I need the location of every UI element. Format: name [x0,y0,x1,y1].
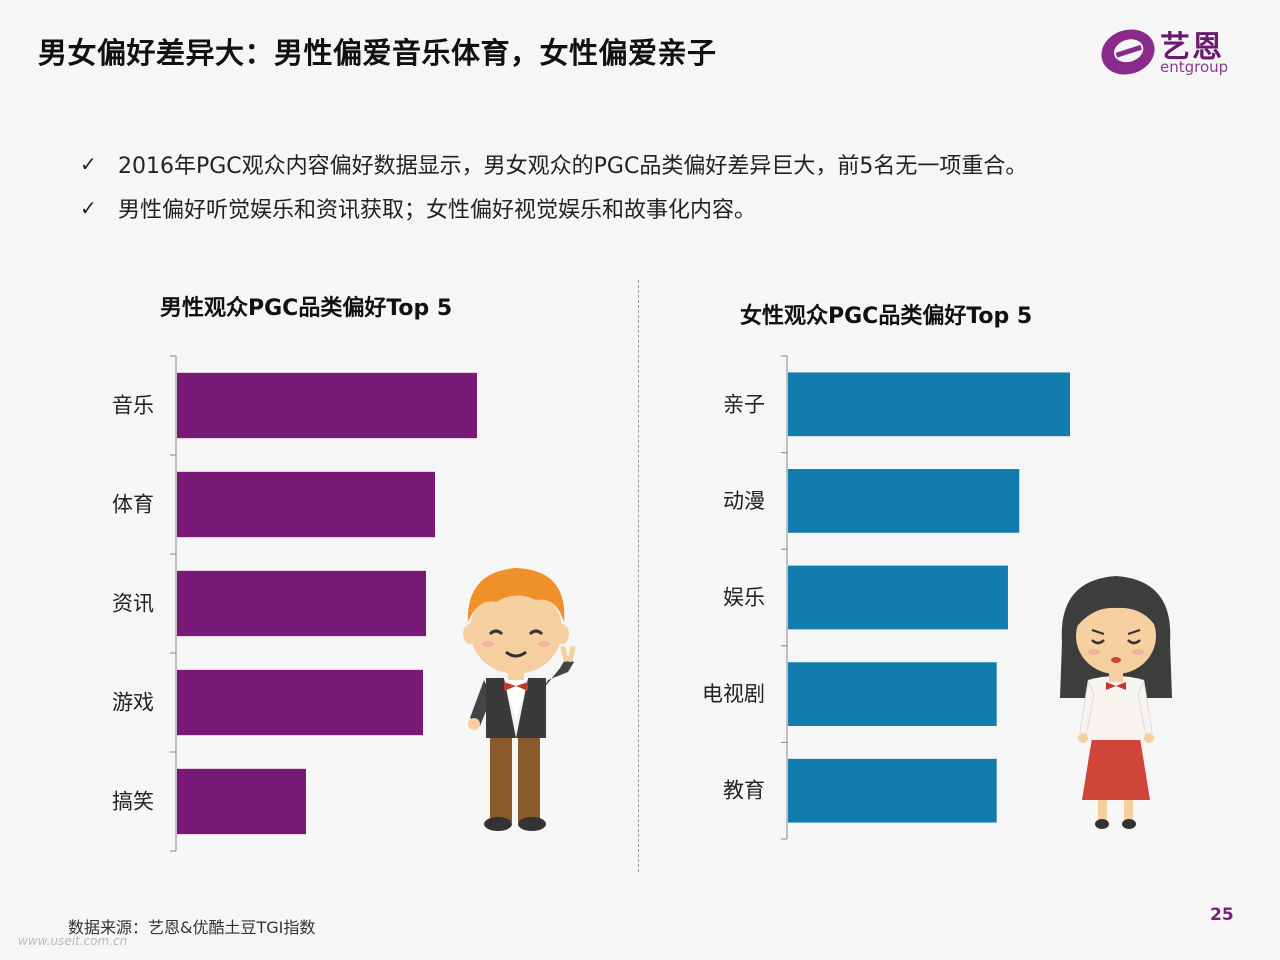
bullet-item: ✓ 男性偏好听觉娱乐和资讯获取；女性偏好视觉娱乐和故事化内容。 [80,186,1027,230]
page-number: 25 [1210,905,1234,925]
bar-5 [177,768,306,835]
category-label: 音乐 [112,394,154,418]
bullet-item: ✓ 2016年PGC观众内容偏好数据显示，男女观众的PGC品类偏好差异巨大，前5… [80,142,1027,186]
male-chart-title: 男性观众PGC品类偏好Top 5 [160,296,453,321]
bar-5 [788,758,997,823]
logo-english-text: entgroup [1160,58,1229,76]
bar-2 [177,471,435,538]
bar-1 [788,372,1070,437]
bar-3 [788,565,1008,630]
category-label: 体育 [112,493,154,517]
logo-e-icon [1101,29,1155,75]
bar-2 [788,469,1020,533]
bullet-text: 男性偏好听觉娱乐和资讯获取；女性偏好视觉娱乐和故事化内容。 [118,198,757,223]
category-label: 游戏 [112,691,154,715]
category-label: 资讯 [112,592,154,616]
bullet-text: 2016年PGC观众内容偏好数据显示，男女观众的PGC品类偏好差异巨大，前5名无… [118,154,1028,179]
category-label: 电视剧 [702,682,765,706]
chart-divider [638,280,639,872]
category-label: 教育 [723,779,765,803]
bullet-list: ✓ 2016年PGC观众内容偏好数据显示，男女观众的PGC品类偏好差异巨大，前5… [80,142,1027,230]
bar-3 [177,570,426,637]
category-label: 亲子 [723,392,765,416]
bar-4 [177,669,423,736]
slide-title: 男女偏好差异大：男性偏爱音乐体育，女性偏爱亲子 [38,36,717,70]
category-label: 娱乐 [723,586,765,610]
entgroup-logo: 艺恩 entgroup [1098,22,1248,82]
male-cartoon-illustration [463,568,576,831]
category-label: 搞笑 [112,790,154,814]
bar-4 [788,662,997,726]
female-cartoon-illustration [1060,576,1172,829]
check-icon: ✓ [80,196,97,220]
category-label: 动漫 [723,489,765,513]
female-chart-title: 女性观众PGC品类偏好Top 5 [740,304,1033,329]
data-source-note: 数据来源：艺恩&优酷土豆TGI指数 [68,918,316,937]
bar-1 [177,372,477,439]
watermark-text: www.useit.com.cn [18,934,128,948]
check-icon: ✓ [80,152,97,176]
logo-chinese-text: 艺恩 [1160,30,1224,65]
